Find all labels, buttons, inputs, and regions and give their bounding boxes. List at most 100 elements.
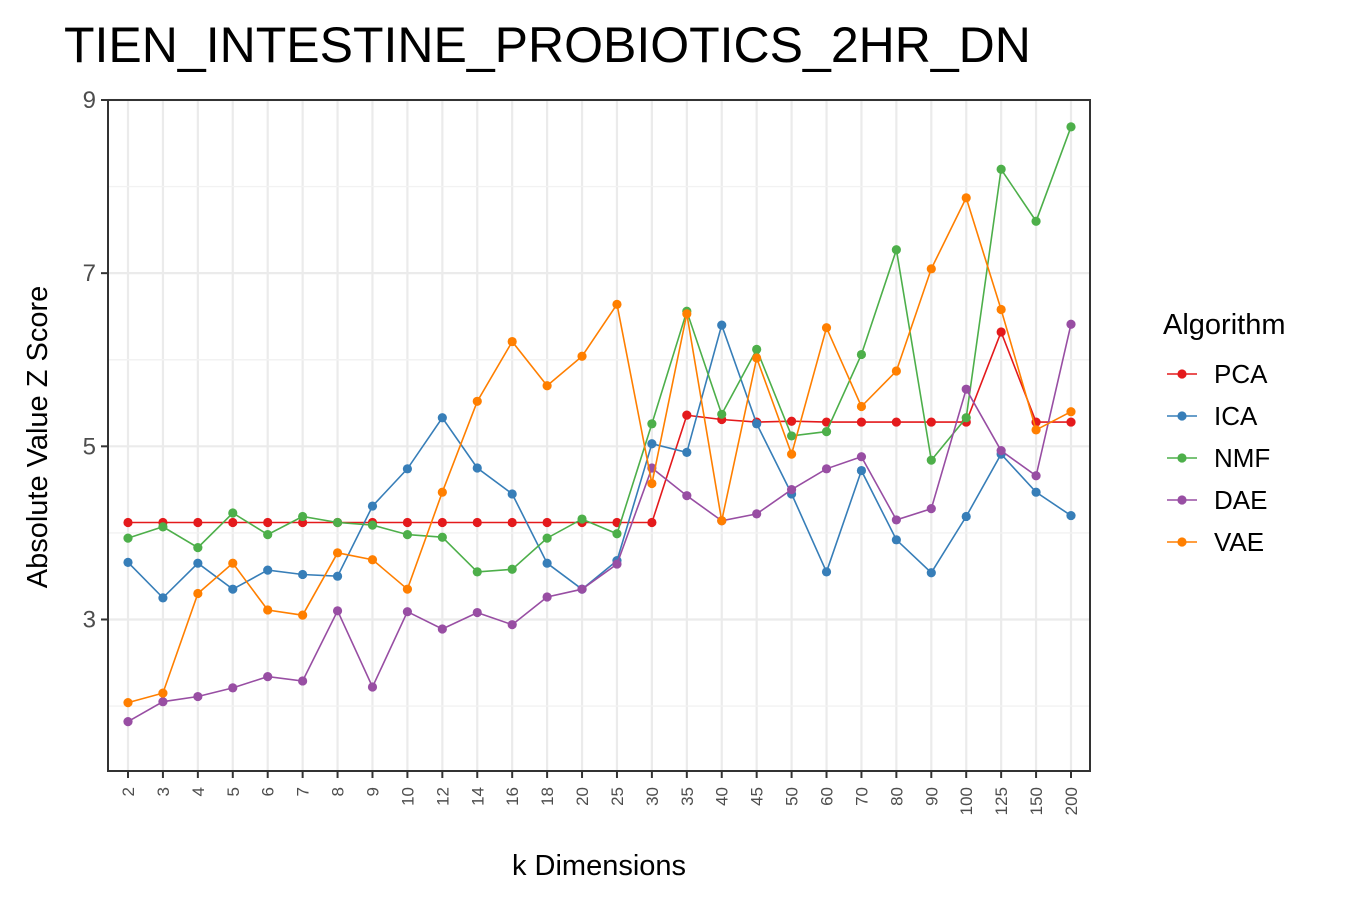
- data-point: [647, 517, 657, 528]
- data-point: [1066, 407, 1076, 417]
- data-point: [717, 320, 727, 330]
- data-point: [856, 401, 867, 412]
- data-point: [472, 517, 482, 528]
- data-point: [123, 533, 133, 543]
- data-point: [542, 592, 552, 602]
- data-point: [996, 446, 1006, 456]
- data-point: [891, 535, 901, 545]
- data-point: [542, 558, 552, 568]
- data-point: [752, 353, 762, 363]
- data-point: [332, 606, 343, 616]
- series-line: [127, 322, 1072, 599]
- x-tick-label: 2: [119, 787, 138, 796]
- x-tick-label: 3: [154, 787, 173, 796]
- series-line: [127, 195, 1072, 704]
- x-tick-label: 6: [259, 787, 278, 796]
- data-point: [298, 511, 308, 522]
- legend-item-dae: DAE: [1167, 485, 1267, 515]
- data-point: [263, 517, 273, 528]
- data-point: [612, 299, 622, 309]
- data-point: [507, 564, 517, 574]
- data-point: [961, 384, 971, 394]
- legend-label: PCA: [1214, 359, 1268, 389]
- legend-title: Algorithm: [1163, 309, 1286, 341]
- chart-title: TIEN_INTESTINE_PROBIOTICS_2HR_DN: [64, 17, 1031, 73]
- y-tick-label: 7: [83, 260, 96, 287]
- x-tick-label: 45: [748, 787, 767, 806]
- data-point: [961, 193, 971, 203]
- data-point: [437, 624, 447, 634]
- legend-key-point: [1177, 411, 1187, 421]
- data-point: [402, 517, 413, 528]
- data-point: [472, 463, 482, 473]
- x-axis-title: k Dimensions: [512, 850, 686, 882]
- data-point: [507, 489, 517, 499]
- data-point: [228, 508, 238, 518]
- data-point: [332, 517, 343, 528]
- data-point: [1031, 425, 1041, 435]
- data-point: [682, 410, 692, 420]
- x-tick-label: 125: [992, 787, 1011, 815]
- y-tick-label: 3: [83, 606, 96, 633]
- series-vae: [123, 193, 1076, 708]
- x-tick-label: 18: [538, 787, 557, 806]
- series-dae: [123, 319, 1076, 727]
- data-point: [298, 569, 308, 580]
- x-tick-label: 5: [224, 787, 243, 796]
- legend-key-point: [1177, 537, 1187, 547]
- data-point: [717, 516, 727, 526]
- data-point: [123, 717, 133, 727]
- data-point: [821, 427, 832, 437]
- data-point: [786, 431, 797, 441]
- legend-label: ICA: [1214, 401, 1258, 431]
- legend-key-point: [1177, 453, 1187, 463]
- data-point: [542, 517, 552, 528]
- x-tick-label: 8: [329, 787, 348, 796]
- data-point: [891, 366, 901, 376]
- x-tick-label: 60: [818, 787, 837, 806]
- data-point: [926, 455, 936, 465]
- data-point: [612, 529, 622, 539]
- data-point: [717, 409, 727, 419]
- data-point: [228, 584, 238, 594]
- x-tick-label: 14: [468, 787, 487, 806]
- legend-key-point: [1177, 369, 1187, 379]
- data-point: [437, 487, 447, 497]
- data-point: [926, 504, 936, 514]
- y-tick-label: 5: [83, 433, 96, 460]
- grid: [108, 98, 1090, 771]
- x-tick-label: 9: [363, 787, 382, 796]
- data-point: [472, 567, 482, 577]
- legend-item-pca: PCA: [1167, 359, 1268, 389]
- y-axis-title: Absolute Value Z Score: [22, 286, 54, 589]
- data-point: [332, 571, 343, 581]
- data-point: [263, 605, 273, 615]
- x-tick-label: 150: [1027, 787, 1046, 815]
- data-point: [682, 447, 692, 457]
- series-line: [127, 126, 1072, 573]
- y-tick-label: 9: [83, 87, 96, 114]
- x-tick-label: 12: [433, 787, 452, 806]
- data-point: [123, 517, 133, 528]
- data-point: [1066, 319, 1076, 329]
- data-point: [193, 588, 203, 599]
- data-point: [647, 478, 657, 489]
- data-point: [577, 584, 587, 594]
- data-point: [821, 417, 832, 427]
- data-point: [926, 417, 936, 427]
- x-tick-label: 40: [713, 787, 732, 806]
- data-point: [821, 464, 832, 474]
- x-tick-label: 35: [678, 787, 697, 806]
- data-point: [752, 344, 762, 354]
- x-tick-label: 25: [608, 787, 627, 806]
- data-point: [821, 323, 832, 333]
- data-point: [367, 555, 378, 565]
- data-point: [996, 164, 1006, 174]
- data-point: [228, 558, 238, 568]
- data-point: [856, 465, 867, 476]
- data-point: [158, 697, 168, 707]
- data-point: [856, 417, 867, 427]
- data-point: [996, 327, 1006, 337]
- data-point: [158, 688, 168, 698]
